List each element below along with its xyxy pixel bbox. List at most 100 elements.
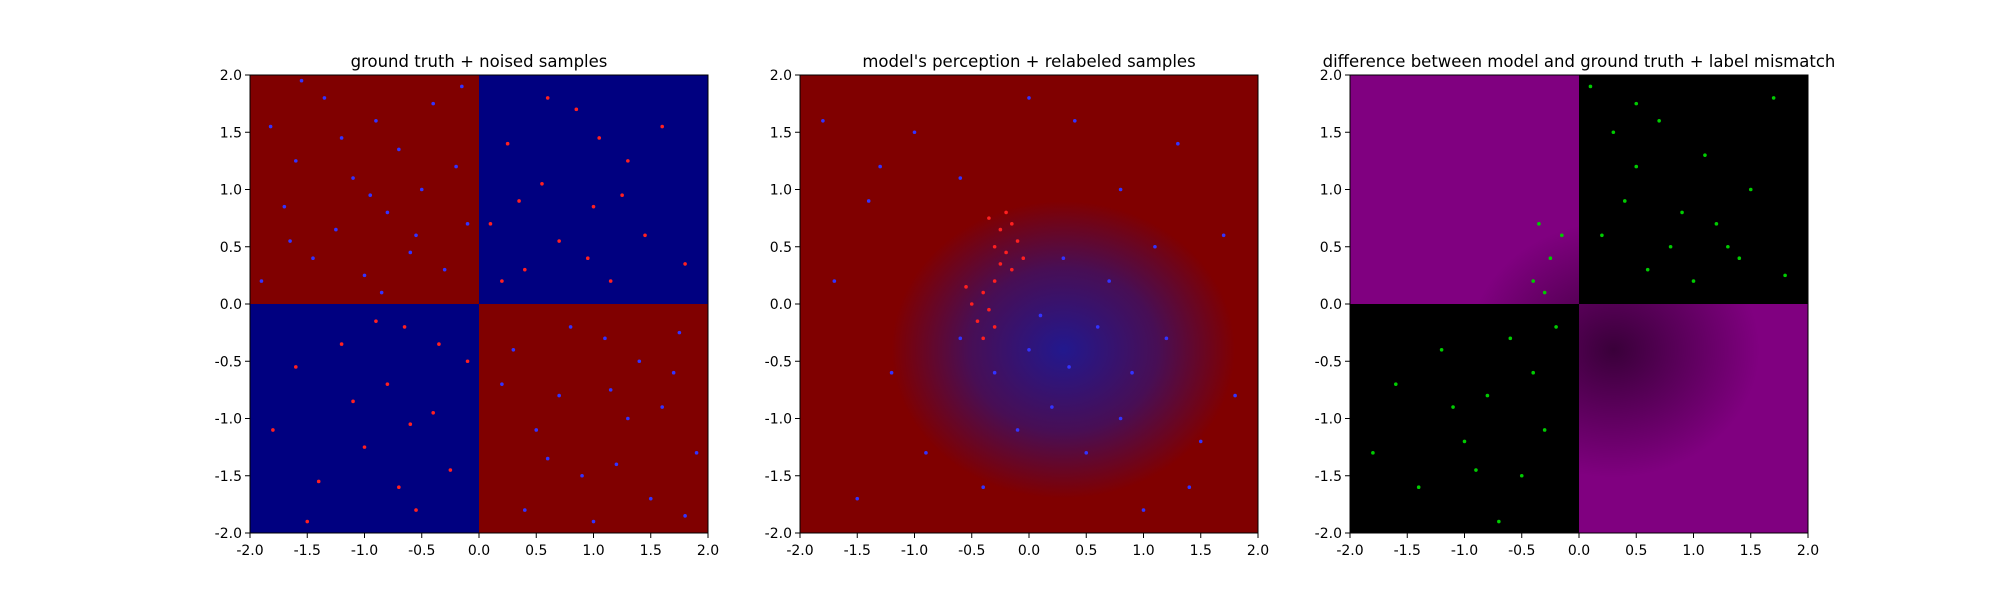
ground-truth-point xyxy=(500,382,504,386)
ground-truth-point xyxy=(385,210,390,215)
difference-x-tick-label: -1.5 xyxy=(1394,543,1421,559)
difference-point xyxy=(1783,273,1787,278)
ground-truth-point xyxy=(608,279,613,283)
model-perception-x-tick-label: 1.5 xyxy=(1190,543,1212,559)
ground-truth-point xyxy=(294,159,298,163)
difference-x-tick-label: -1.0 xyxy=(1451,543,1478,559)
difference-point xyxy=(1588,84,1593,89)
ground-truth-x-tick-label: -1.0 xyxy=(351,543,378,559)
ground-truth-point xyxy=(282,204,287,209)
ground-truth-point xyxy=(534,428,539,432)
ground-truth-point xyxy=(339,342,344,346)
ground-truth-y-tick-label: 2.0 xyxy=(220,68,242,84)
ground-truth-point xyxy=(448,468,453,472)
model-perception-point xyxy=(987,216,991,220)
ground-truth-point xyxy=(311,256,315,261)
difference-point xyxy=(1600,233,1604,238)
ground-truth-point xyxy=(374,119,378,123)
ground-truth-point xyxy=(620,193,624,198)
model-perception-point xyxy=(1027,348,1031,352)
model-perception-y-tick-label: -1.5 xyxy=(765,469,792,485)
model-perception-point xyxy=(1067,365,1071,369)
ground-truth-region-0 xyxy=(250,75,479,304)
ground-truth-point xyxy=(259,279,264,283)
ground-truth-point xyxy=(545,456,550,461)
model-perception-point xyxy=(1021,256,1026,261)
ground-truth-point xyxy=(271,428,275,432)
difference-point xyxy=(1451,405,1455,409)
model-perception-point xyxy=(998,262,1003,266)
model-perception-point xyxy=(912,130,917,135)
ground-truth-y-tick-label: -0.5 xyxy=(215,354,242,370)
ground-truth-point xyxy=(511,348,516,352)
difference-point xyxy=(1531,370,1535,375)
difference-point xyxy=(1634,101,1639,106)
difference-point xyxy=(1771,96,1776,100)
model-perception-point xyxy=(1004,210,1008,215)
ground-truth-point xyxy=(299,78,304,83)
ground-truth-y-tick-label: -1.5 xyxy=(215,469,242,485)
ground-truth-point xyxy=(465,222,470,226)
ground-truth-point xyxy=(414,508,418,512)
ground-truth-point xyxy=(402,325,407,329)
difference-point xyxy=(1737,256,1742,261)
ground-truth-x-tick-label: 0.0 xyxy=(468,543,490,559)
model-perception-x-axis: -2.0 -1.5 -1.0 -0.5 0.0 0.5 1.0 1.5 2.0 xyxy=(786,533,1269,559)
ground-truth-point xyxy=(660,405,664,409)
ground-truth-point xyxy=(626,159,630,163)
ground-truth-point xyxy=(460,84,464,89)
model-perception-point xyxy=(998,227,1003,232)
model-perception-point xyxy=(992,325,997,329)
ground-truth-point xyxy=(334,227,338,232)
ground-truth-point xyxy=(683,514,687,518)
difference-point xyxy=(1691,279,1696,283)
difference-soft-zone xyxy=(1466,221,1760,479)
model-perception-y-tick-label: 0.5 xyxy=(770,240,792,256)
difference-point xyxy=(1439,348,1444,352)
ground-truth-point xyxy=(614,462,619,467)
ground-truth-point xyxy=(568,325,573,329)
ground-truth-point xyxy=(385,382,390,386)
difference-series-0 xyxy=(1371,84,1787,524)
ground-truth-point xyxy=(294,365,298,369)
ground-truth-point xyxy=(523,267,527,272)
ground-truth-point xyxy=(626,416,630,421)
model-perception-point xyxy=(987,307,991,312)
difference-point xyxy=(1485,393,1490,398)
panel-model-perception: -2.0 -1.5 -1.0 -0.5 0.0 0.5 1.0 1.5 2.0-2.0-1.5-… xyxy=(765,52,1269,559)
model-perception-point xyxy=(1107,279,1111,283)
difference-y-axis: -2.0 -1.5 -1.0 -0.5 0.0 0.5 1.0 1.5 2.0 xyxy=(1315,68,1350,542)
model-perception-y-tick-label: -0.5 xyxy=(765,354,792,370)
ground-truth-point xyxy=(442,267,447,272)
ground-truth-point xyxy=(351,176,355,180)
model-perception-y-tick-label: -1.0 xyxy=(765,412,792,428)
model-perception-y-tick-label: 0.0 xyxy=(770,297,792,313)
model-perception-x-tick-label: 2.0 xyxy=(1247,543,1269,559)
ground-truth-point xyxy=(523,508,527,512)
difference-point xyxy=(1657,119,1661,123)
model-perception-x-tick-label: 0.5 xyxy=(1075,543,1097,559)
ground-truth-point xyxy=(351,399,355,404)
ground-truth-point xyxy=(597,136,602,140)
panel-difference: -2.0 -1.5 -1.0 -0.5 0.0 0.5 1.0 1.5 2.0-2.0-1.5-… xyxy=(1315,52,1836,559)
model-perception-y-tick-label: -2.0 xyxy=(765,526,792,542)
ground-truth-y-tick-label: -1.0 xyxy=(215,412,242,428)
model-perception-point xyxy=(1050,405,1054,409)
difference-point xyxy=(1474,468,1478,472)
model-perception-point xyxy=(1130,370,1134,375)
difference-point xyxy=(1531,279,1535,283)
ground-truth-point xyxy=(648,496,653,501)
model-perception-point xyxy=(1027,96,1031,100)
model-perception-point xyxy=(1038,313,1043,318)
model-perception-point xyxy=(889,370,894,375)
model-perception-y-tick-label: 1.0 xyxy=(770,183,792,199)
ground-truth-point xyxy=(591,204,596,209)
difference-point xyxy=(1508,336,1513,341)
difference-point xyxy=(1548,256,1553,261)
ground-truth-point xyxy=(431,101,436,106)
difference-point xyxy=(1519,473,1524,478)
model-perception-x-tick-label: -1.5 xyxy=(844,543,871,559)
ground-truth-x-tick-label: -1.5 xyxy=(294,543,321,559)
ground-truth-point xyxy=(591,519,596,524)
ground-truth-x-axis: -2.0 -1.5 -1.0 -0.5 0.0 0.5 1.0 1.5 2.0 xyxy=(236,533,719,559)
